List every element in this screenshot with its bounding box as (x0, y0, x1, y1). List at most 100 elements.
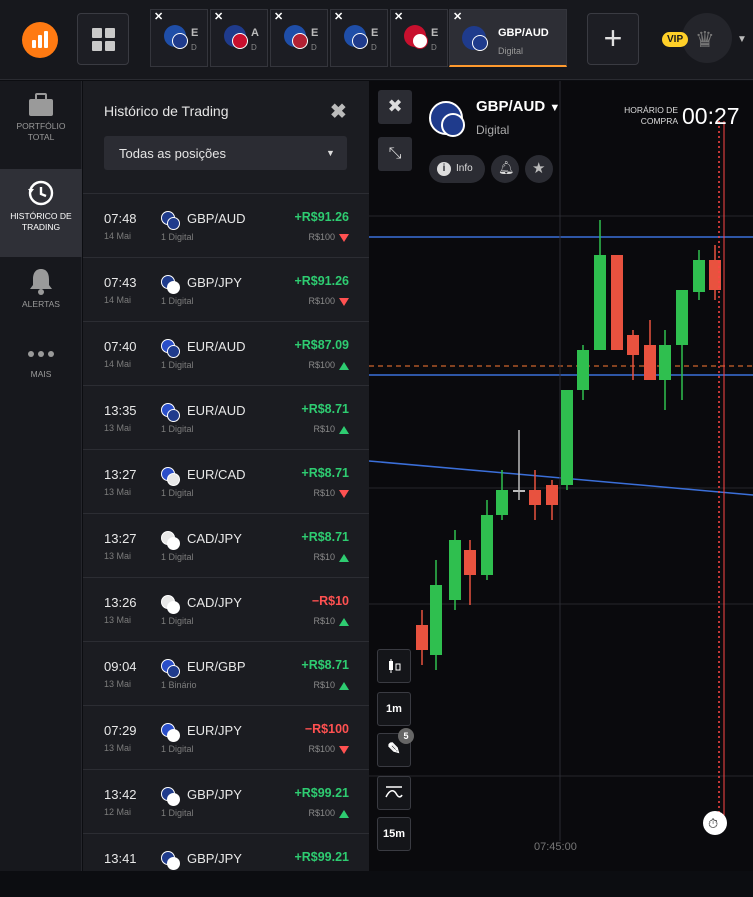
chart-type-button[interactable] (377, 649, 411, 683)
trade-date: 14 Mai (104, 295, 132, 305)
trade-profit: +R$99.21 (294, 786, 349, 800)
pencil-icon: ✎ (387, 741, 401, 758)
direction-up-icon (339, 810, 349, 818)
bell-icon (30, 269, 52, 295)
trade-stake: R$10 (313, 424, 335, 434)
direction-up-icon (339, 554, 349, 562)
vip-badge: VIP (662, 32, 689, 47)
asset-tab-1[interactable]: ✕ E D (150, 9, 208, 67)
trade-type: 1 Digital (161, 552, 194, 562)
position-filter-select[interactable]: Todas as posições ▼ (104, 136, 347, 170)
history-row[interactable]: 13:27 13 Mai EUR/CAD 1 Digital +R$8.71 R$10 (83, 449, 369, 513)
trade-time: 13:35 (104, 403, 137, 418)
direction-down-icon (339, 298, 349, 306)
add-asset-button[interactable]: + (587, 13, 639, 65)
asset-tab-active[interactable]: ✕ GBP/AUD Digital (449, 9, 567, 67)
info-button[interactable]: i Info (429, 155, 485, 183)
account-button[interactable]: ♛ (682, 13, 732, 63)
expiry-button[interactable]: 15m (377, 817, 411, 851)
currency-flags-icon (161, 723, 181, 743)
history-row[interactable]: 07:48 14 Mai GBP/AUD 1 Digital +R$91.26 R$100 (83, 193, 369, 257)
candles-icon (389, 659, 401, 673)
history-row[interactable]: 13:41 GBP/JPY +R$99.21 (83, 833, 369, 897)
candle-body (659, 345, 671, 380)
timer-icon[interactable] (703, 811, 727, 835)
svg-text:⏱: ⏱ (708, 817, 718, 832)
candle-body (481, 515, 493, 575)
currency-flags-icon (161, 275, 181, 295)
currency-flags-icon (161, 659, 181, 679)
trade-profit: +R$91.26 (294, 210, 349, 224)
history-row[interactable]: 07:29 13 Mai EUR/JPY 1 Digital −R$100 R$100 (83, 705, 369, 769)
trade-profit: +R$8.71 (301, 530, 349, 544)
candle-body (464, 550, 476, 575)
candle-body (529, 490, 541, 505)
history-row[interactable]: 07:43 14 Mai GBP/JPY 1 Digital +R$91.26 R$100 (83, 257, 369, 321)
close-tab-icon[interactable]: ✕ (334, 11, 344, 23)
asset-tab-3[interactable]: ✕ E D (270, 9, 328, 67)
history-row[interactable]: 07:40 14 Mai EUR/AUD 1 Digital +R$87.09 R$100 (83, 321, 369, 385)
asset-tab-2[interactable]: ✕ A D (210, 9, 268, 67)
info-icon: i (437, 162, 451, 176)
close-tab-icon[interactable]: ✕ (214, 11, 224, 23)
x-axis-tick: 07:45:00 (534, 841, 577, 853)
trade-profit: −R$10 (311, 594, 349, 608)
trade-pair: EUR/CAD (187, 467, 246, 482)
bell-plus-icon: 🔔︎ (498, 160, 515, 175)
trade-time: 13:27 (104, 531, 137, 546)
asset-selector[interactable]: GBP/AUD ▼ (476, 98, 561, 115)
indicator-icon (385, 786, 403, 798)
close-chart-button[interactable]: ✖ (378, 90, 412, 124)
chevron-down-icon[interactable]: ▼ (737, 34, 747, 45)
trade-time: 07:43 (104, 275, 137, 290)
direction-up-icon (339, 426, 349, 434)
chart-area[interactable]: ⏱ ✖ ⤡ GBP/AUD ▼ Digital i Info 🔔︎ ★ HORÁ… (369, 81, 753, 871)
trade-time: 09:04 (104, 659, 137, 674)
trade-date: 13 Mai (104, 743, 132, 753)
trade-date: 14 Mai (104, 231, 132, 241)
logo[interactable] (22, 22, 58, 58)
more-dots-icon (28, 351, 54, 357)
close-tab-icon[interactable]: ✕ (453, 11, 463, 23)
candle-body (546, 485, 558, 505)
sidebar-item-alerts[interactable]: ALERTAS (0, 267, 82, 327)
trade-time: 13:26 (104, 595, 137, 610)
sidebar-item-more[interactable]: MAIS (0, 349, 82, 399)
trade-date: 14 Mai (104, 359, 132, 369)
history-row[interactable]: 13:27 13 Mai CAD/JPY 1 Digital +R$8.71 R$10 (83, 513, 369, 577)
trade-time: 07:40 (104, 339, 137, 354)
drawing-tools-button[interactable]: ✎ 5 (377, 728, 414, 767)
grid-menu-button[interactable] (77, 13, 129, 65)
favorite-button[interactable]: ★ (525, 155, 553, 183)
candle-body (627, 335, 639, 355)
sidebar-item-trading-history[interactable]: HISTÓRICO DE TRADING (0, 169, 82, 257)
indicators-button[interactable] (377, 776, 411, 810)
history-row[interactable]: 13:26 13 Mai CAD/JPY 1 Digital −R$10 R$10 (83, 577, 369, 641)
trade-pair: EUR/AUD (187, 339, 246, 354)
history-row[interactable]: 09:04 13 Mai EUR/GBP 1 Binário +R$8.71 R$10 (83, 641, 369, 705)
asset-tab-5[interactable]: ✕ E D (390, 9, 448, 67)
close-tab-icon[interactable]: ✕ (154, 11, 164, 23)
close-tab-icon[interactable]: ✕ (274, 11, 284, 23)
trade-pair: GBP/JPY (187, 275, 242, 290)
alert-add-button[interactable]: 🔔︎ (491, 155, 519, 183)
trade-pair: EUR/AUD (187, 403, 246, 418)
asset-tab-4[interactable]: ✕ E D (330, 9, 388, 67)
history-icon (28, 180, 54, 206)
trade-date: 13 Mai (104, 615, 132, 625)
close-tab-icon[interactable]: ✕ (394, 11, 404, 23)
trade-stake: R$10 (313, 680, 335, 690)
trade-stake: R$100 (308, 296, 335, 306)
sidebar-item-portfolio[interactable]: PORTFÓLIO TOTAL (0, 93, 82, 169)
currency-flags-icon (161, 851, 181, 871)
candlestick-chart[interactable]: ⏱ (369, 81, 753, 871)
timeframe-button[interactable]: 1m (377, 692, 411, 726)
collapse-icon[interactable]: ⤡ (378, 137, 412, 171)
trade-pair: GBP/AUD (187, 211, 246, 226)
history-row[interactable]: 13:35 13 Mai EUR/AUD 1 Digital +R$8.71 R$10 (83, 385, 369, 449)
candle-body (693, 260, 705, 292)
trade-stake: R$10 (313, 616, 335, 626)
history-row[interactable]: 13:42 12 Mai GBP/JPY 1 Digital +R$99.21 R$100 (83, 769, 369, 833)
trade-stake: R$10 (313, 552, 335, 562)
close-panel-icon[interactable]: ✖ (330, 101, 347, 123)
